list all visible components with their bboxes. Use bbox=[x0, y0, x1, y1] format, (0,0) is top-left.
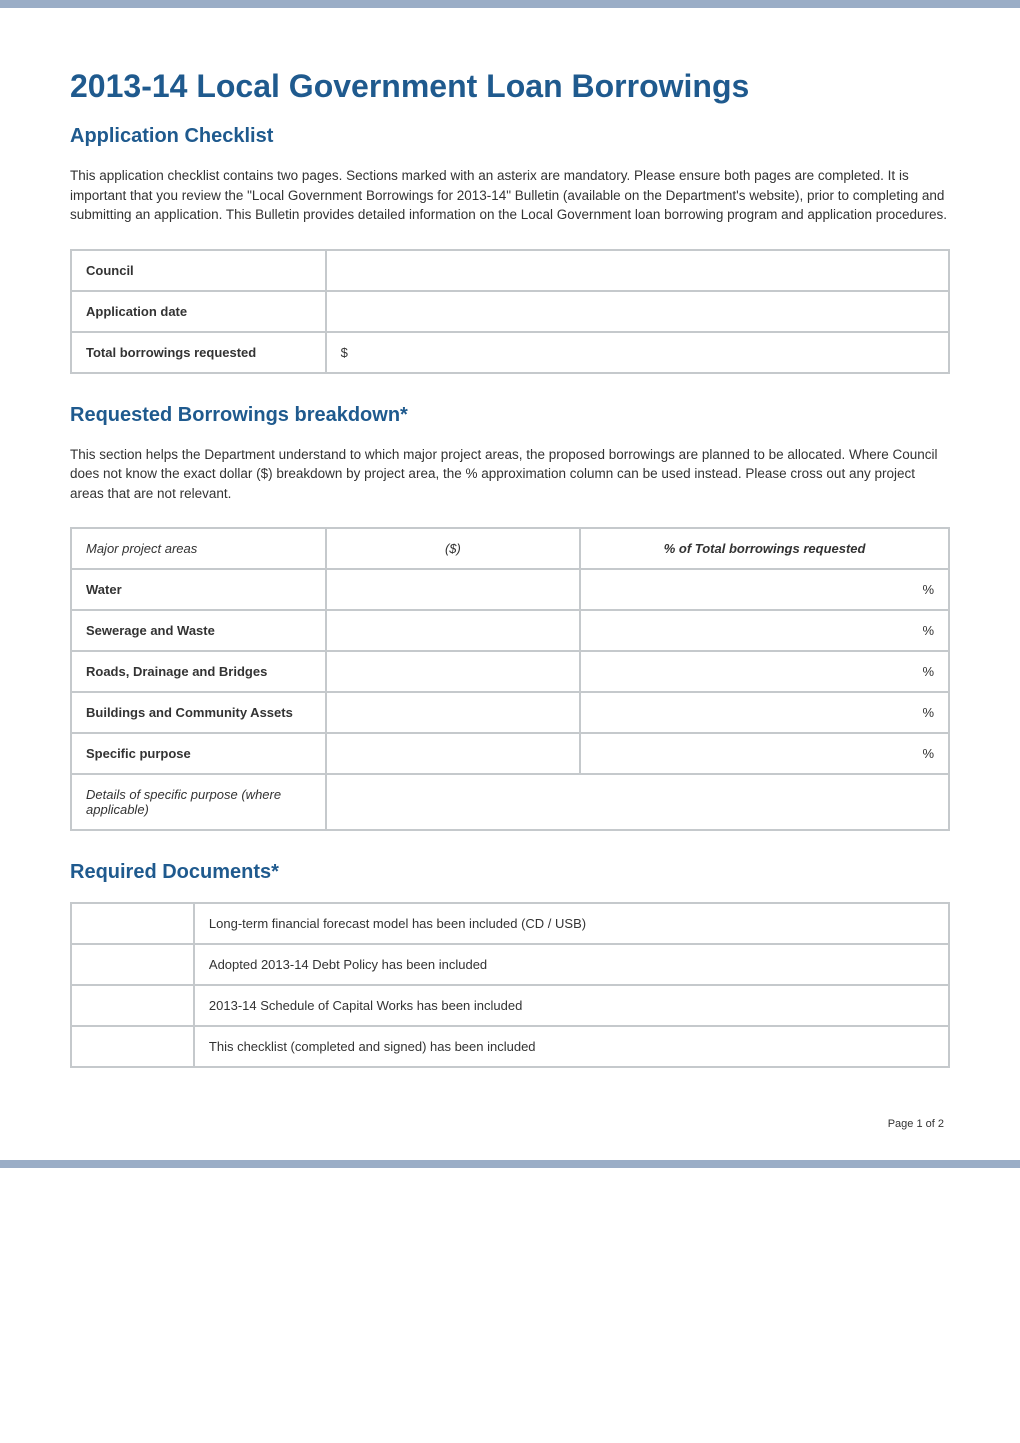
table-row: Application date bbox=[71, 291, 949, 332]
doc-check-1[interactable] bbox=[71, 944, 194, 985]
info-value-council[interactable] bbox=[326, 250, 949, 291]
row-label-water: Water bbox=[71, 569, 326, 610]
doc-text-2: 2013-14 Schedule of Capital Works has be… bbox=[194, 985, 949, 1026]
table-row: Buildings and Community Assets % bbox=[71, 692, 949, 733]
info-value-date[interactable] bbox=[326, 291, 949, 332]
section-heading-breakdown: Requested Borrowings breakdown* bbox=[70, 404, 950, 427]
row-pct-roads[interactable]: % bbox=[580, 651, 949, 692]
info-label-council: Council bbox=[71, 250, 326, 291]
row-value-details[interactable] bbox=[326, 774, 949, 830]
table-row: Roads, Drainage and Bridges % bbox=[71, 651, 949, 692]
col-header-dollars: ($) bbox=[326, 528, 581, 569]
breakdown-table: Major project areas ($) % of Total borro… bbox=[70, 527, 950, 831]
page-title: 2013-14 Local Government Loan Borrowings bbox=[70, 68, 950, 105]
row-pct-water[interactable]: % bbox=[580, 569, 949, 610]
row-dollars-specific[interactable] bbox=[326, 733, 581, 774]
top-accent-bar bbox=[0, 0, 1020, 8]
table-row: Water % bbox=[71, 569, 949, 610]
application-info-table: Council Application date Total borrowing… bbox=[70, 249, 950, 374]
doc-check-2[interactable] bbox=[71, 985, 194, 1026]
row-dollars-roads[interactable] bbox=[326, 651, 581, 692]
table-header-row: Major project areas ($) % of Total borro… bbox=[71, 528, 949, 569]
row-pct-buildings[interactable]: % bbox=[580, 692, 949, 733]
info-value-total[interactable]: $ bbox=[326, 332, 949, 373]
table-row: Council bbox=[71, 250, 949, 291]
row-label-roads: Roads, Drainage and Bridges bbox=[71, 651, 326, 692]
doc-text-1: Adopted 2013-14 Debt Policy has been inc… bbox=[194, 944, 949, 985]
page-number: Page 1 of 2 bbox=[70, 1118, 950, 1130]
section-heading-documents: Required Documents* bbox=[70, 861, 950, 884]
section-heading-checklist: Application Checklist bbox=[70, 125, 950, 148]
table-row: Details of specific purpose (where appli… bbox=[71, 774, 949, 830]
table-row: Adopted 2013-14 Debt Policy has been inc… bbox=[71, 944, 949, 985]
row-label-details: Details of specific purpose (where appli… bbox=[71, 774, 326, 830]
row-dollars-water[interactable] bbox=[326, 569, 581, 610]
row-pct-specific[interactable]: % bbox=[580, 733, 949, 774]
table-row: This checklist (completed and signed) ha… bbox=[71, 1026, 949, 1067]
doc-text-0: Long-term financial forecast model has b… bbox=[194, 903, 949, 944]
required-documents-table: Long-term financial forecast model has b… bbox=[70, 902, 950, 1068]
col-header-areas: Major project areas bbox=[71, 528, 326, 569]
doc-check-3[interactable] bbox=[71, 1026, 194, 1067]
table-row: 2013-14 Schedule of Capital Works has be… bbox=[71, 985, 949, 1026]
col-header-pct: % of Total borrowings requested bbox=[580, 528, 949, 569]
info-label-date: Application date bbox=[71, 291, 326, 332]
breakdown-intro: This section helps the Department unders… bbox=[70, 445, 950, 504]
table-row: Sewerage and Waste % bbox=[71, 610, 949, 651]
doc-text-3: This checklist (completed and signed) ha… bbox=[194, 1026, 949, 1067]
row-dollars-sewerage[interactable] bbox=[326, 610, 581, 651]
bottom-accent-bar bbox=[0, 1160, 1020, 1168]
table-row: Total borrowings requested $ bbox=[71, 332, 949, 373]
page-content: 2013-14 Local Government Loan Borrowings… bbox=[0, 8, 1020, 1160]
table-row: Long-term financial forecast model has b… bbox=[71, 903, 949, 944]
info-label-total: Total borrowings requested bbox=[71, 332, 326, 373]
row-label-buildings: Buildings and Community Assets bbox=[71, 692, 326, 733]
table-row: Specific purpose % bbox=[71, 733, 949, 774]
doc-check-0[interactable] bbox=[71, 903, 194, 944]
intro-paragraph: This application checklist contains two … bbox=[70, 166, 950, 225]
row-dollars-buildings[interactable] bbox=[326, 692, 581, 733]
row-pct-sewerage[interactable]: % bbox=[580, 610, 949, 651]
row-label-specific: Specific purpose bbox=[71, 733, 326, 774]
row-label-sewerage: Sewerage and Waste bbox=[71, 610, 326, 651]
